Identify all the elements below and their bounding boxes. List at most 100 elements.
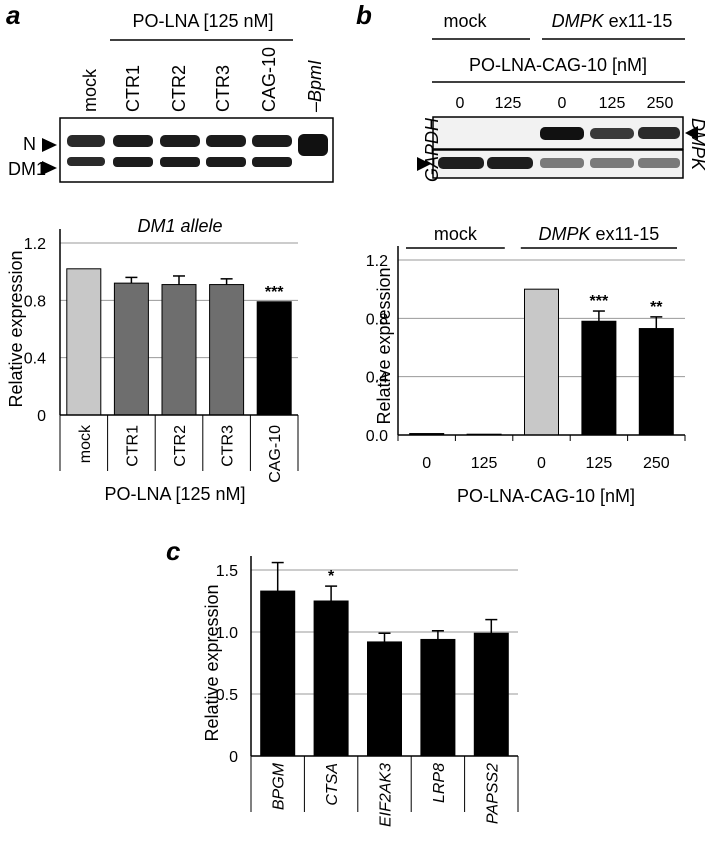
panel-label-a: a [6, 0, 20, 30]
gel-a-band-dm1-3 [160, 157, 200, 167]
gel-a-lane-ctr1: CTR1 [123, 65, 143, 112]
chart-a-title: DM1 allele [137, 216, 222, 236]
chart-a-bar-3 [209, 284, 245, 416]
gel-a-band-n-5 [252, 135, 292, 147]
gel-b-lane-2: 125 [495, 95, 522, 112]
chart-c: 0 0.5 1.0 1.5 * BPGM CTSA EIF2AK3 LRP8 PAPSS2 Rela… [202, 556, 519, 827]
gel-b: mock DMPK ex11-15 PO-LNA-CAG-10 [nM] 0 1… [417, 11, 708, 182]
gel-a-lane-ctr3: CTR3 [213, 65, 233, 112]
charts: 00.40.81.2***mock CTR1 CTR2 CTR3 CAG-10Relat… [6, 216, 686, 827]
chart-b-group-label-0: mock [434, 224, 478, 244]
chart-c-significance-1: * [328, 568, 335, 585]
chart-a-bar-4 [256, 301, 292, 416]
panel-label-c: c [166, 536, 181, 566]
chart-b-category-label-4: 250 [643, 455, 670, 472]
chart-b-category-label-0: 0 [422, 455, 431, 472]
gel-a-lane-ctr2: CTR2 [169, 65, 189, 112]
gel-a-band-dm1-2 [113, 157, 153, 167]
gel-a-band-n-2 [113, 135, 153, 147]
gel-b-band-gapdh-2 [487, 157, 533, 169]
chart-a-ytick-label: 0.8 [24, 293, 46, 310]
gel-a-band-bpmi [298, 134, 328, 156]
chart-b-xlabel: PO-LNA-CAG-10 [nM] [457, 486, 635, 506]
gel-a-lane-bpmi: –BpmI [305, 60, 325, 113]
chart-b-ylabel: Relative expression [374, 267, 394, 424]
gel-a-label-dm1: DM1 [8, 159, 46, 179]
chart-c-ytick-label: 0.5 [216, 687, 238, 704]
gel-a-lane-mock: mock [80, 68, 100, 112]
chart-a: 0 0.4 0.8 1.2 *** mock CTR1 CTR2 CTR3 CAG-10 Relat… [6, 216, 299, 504]
gel-b-label-gapdh: GAPDH [422, 117, 442, 182]
panel-label-b: b [356, 0, 372, 30]
chart-a-category-label-4: CAG-10 [267, 425, 284, 483]
chart-c-category-label-1: CTSA [324, 763, 341, 806]
gel-b-header: PO-LNA-CAG-10 [nM] [469, 55, 647, 75]
chart-c-bar-1 [313, 600, 349, 757]
gel-a: PO-LNA [125 nM] mock CTR1 CTR2 CTR3 CAG-… [8, 11, 334, 183]
chart-c-category-label-3: LRP8 [431, 763, 448, 803]
gel-b-arrow-dmpk-icon [685, 126, 698, 140]
gel-b-group-mock: mock [443, 11, 487, 31]
gel-a-band-n-1 [67, 135, 105, 147]
gel-b-band-dmpk-4 [590, 128, 634, 139]
gel-b-group-dmpk: DMPK ex11-15 [552, 11, 673, 31]
gel-a-band-n-3 [160, 135, 200, 147]
gel-a-band-dm1-1 [67, 157, 105, 166]
chart-a-ytick-label: 0.4 [24, 351, 46, 368]
chart-b-ytick-label: 0.4 [366, 370, 388, 387]
chart-b-group-label-1: DMPK ex11-15 [539, 224, 660, 244]
chart-c-ytick-label: 1.0 [216, 625, 238, 642]
chart-c-category-label-0: BPGM [271, 762, 288, 810]
chart-a-category-label-1: CTR1 [124, 425, 141, 467]
chart-b-ytick-label: 1.2 [366, 253, 388, 270]
chart-b-bar-2 [524, 288, 559, 436]
chart-c-category-label-4: PAPSS2 [484, 763, 501, 824]
chart-a-significance-4: *** [265, 284, 284, 301]
gel-b-lane-1: 0 [456, 95, 465, 112]
chart-c-bar-3 [420, 638, 456, 757]
gel-a-lane-cag10: CAG-10 [259, 47, 279, 112]
chart-b-ytick-label: 0.8 [366, 311, 388, 328]
gel-a-band-dm1-5 [252, 157, 292, 167]
chart-b-category-label-1: 125 [471, 455, 498, 472]
gel-b-band-gapdh-3 [540, 158, 584, 168]
chart-a-xlabel: PO-LNA [125 nM] [104, 484, 245, 504]
chart-a-category-label-3: CTR3 [220, 425, 237, 467]
chart-a-category-label-2: CTR2 [172, 425, 189, 467]
chart-c-bar-4 [473, 632, 509, 757]
gel-b-band-dmpk-5 [638, 127, 680, 139]
gel-a-band-dm1-4 [206, 157, 246, 167]
chart-b-significance-4: ** [650, 299, 663, 316]
gel-a-box [59, 117, 334, 183]
chart-c-ytick-label: 0 [229, 749, 238, 766]
chart-b-bar-4 [638, 328, 674, 436]
chart-a-ytick-label: 0 [37, 408, 46, 425]
chart-a-ylabel: Relative expression [6, 250, 26, 407]
gel-b-band-gapdh-1 [438, 157, 484, 169]
chart-c-category-label-2: EIF2AK3 [378, 763, 395, 827]
gel-a-arrow-n-icon [42, 138, 57, 152]
chart-a-bar-0 [66, 268, 102, 416]
gel-b-lane-5: 250 [647, 95, 674, 112]
gel-b-label-dmpk: DMPK [688, 118, 708, 171]
chart-a-ytick-label: 1.2 [24, 236, 46, 253]
gel-a-band-n-4 [206, 135, 246, 147]
chart-c-bar-0 [260, 590, 296, 757]
chart-a-bar-1 [113, 282, 149, 416]
chart-c-bar-2 [367, 641, 402, 757]
gel-b-lane-4: 125 [599, 95, 626, 112]
gel-a-arrow-dm1-icon [42, 161, 57, 175]
gel-b-band-gapdh-5 [638, 158, 680, 168]
chart-b-category-label-3: 125 [586, 455, 613, 472]
chart-b-bar-3 [581, 320, 617, 436]
gel-b-lane-3: 0 [558, 95, 567, 112]
chart-b-ytick-label: 0.0 [366, 428, 388, 445]
gel-b-band-gapdh-4 [590, 158, 634, 168]
gel-b-band-dmpk-3 [540, 127, 584, 140]
chart-c-ytick-label: 1.5 [216, 563, 238, 580]
chart-c-ylabel: Relative expression [202, 584, 222, 741]
chart-a-bar-2 [161, 284, 197, 416]
gel-b-arrow-gapdh-icon [417, 157, 431, 171]
